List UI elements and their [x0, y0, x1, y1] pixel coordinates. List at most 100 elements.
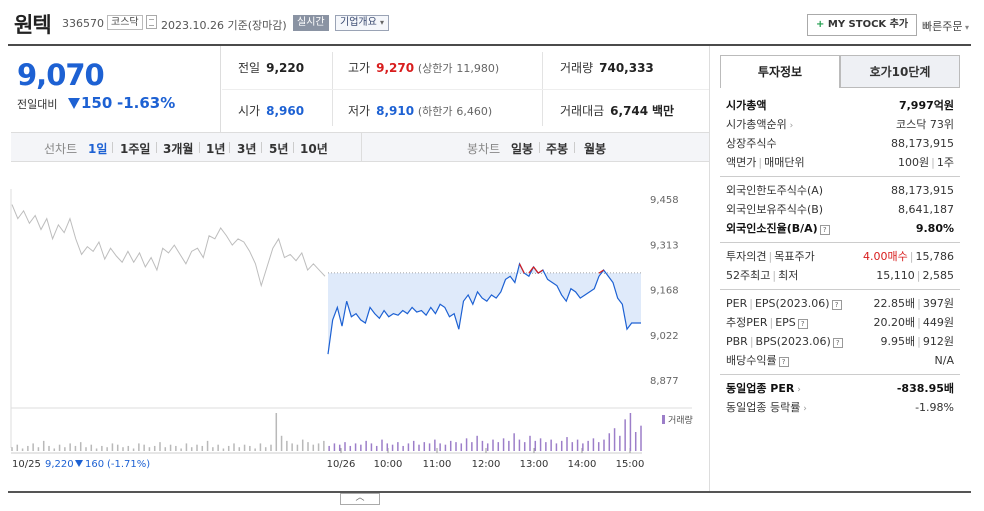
above-ref-segment: [533, 266, 539, 274]
info-value: 15,110 | 2,585: [876, 269, 954, 282]
tab-weekly[interactable]: 주봉: [546, 142, 569, 156]
prev-day-change: 160: [85, 459, 104, 470]
info-row: 외국인한도주식수(A) 88,173,915: [726, 181, 954, 200]
add-mystock-button[interactable]: + MY STOCK 추가: [807, 14, 918, 36]
x-tick-label: 11:00: [423, 459, 452, 470]
above-ref-segment: [519, 263, 525, 274]
info-row[interactable]: 동일업종 등락률 › -1.98%: [726, 398, 954, 417]
info-label: PBR | BPS(2023.06)?: [726, 332, 843, 351]
down-triangle-icon: [75, 460, 83, 467]
stat-value: 8,910: [376, 104, 415, 118]
info-row[interactable]: 동일업종 PER › -838.95배: [726, 379, 954, 398]
info-label: 액면가 | 매매단위: [726, 156, 805, 169]
info-value: 9.80%: [915, 222, 954, 235]
overview-label: 기업개요: [340, 17, 377, 28]
stat-label: 거래량: [560, 61, 594, 75]
chevron-right-icon: ›: [786, 121, 794, 131]
tab-1y[interactable]: 1년: [206, 142, 226, 156]
chevron-up-icon: ︿: [355, 493, 365, 503]
tab-separator: [112, 142, 113, 153]
info-label: 상장주식수: [726, 137, 777, 150]
tab-orderbook-10[interactable]: 호가10단계: [840, 55, 960, 88]
info-value: 88,173,915: [891, 184, 954, 197]
tab-1d[interactable]: 1일: [88, 142, 108, 156]
chart-tabs: 선차트 1일 1주일 3개월 1년 3년 5년 10년 봉차트 일봉 주봉 월봉: [11, 132, 709, 162]
stat-label: 고가: [348, 61, 371, 75]
header-divider: [8, 44, 971, 46]
price-chart-svg[interactable]: 9,458 9,313 9,168 9,022 8,877 10/26 10:00 11:00…: [0, 163, 709, 493]
help-icon[interactable]: ?: [832, 338, 843, 348]
stock-code: 336570: [62, 17, 104, 30]
above-ref-segment: [528, 266, 535, 274]
collapse-toggle[interactable]: ︿: [340, 493, 380, 505]
document-icon[interactable]: [146, 15, 157, 29]
stat-low: 저가 8,910 (하한가 6,460): [348, 102, 492, 119]
tab-separator: [539, 142, 540, 153]
info-row: PER | EPS(2023.06)? 22.85배 | 397원: [726, 294, 954, 313]
lower-limit-label: (하한가: [417, 105, 453, 118]
realtime-button[interactable]: 실시간: [293, 15, 329, 31]
investment-info-panel: 투자정보 호가10단계 시가총액 7,997억원 시가총액순위 › 코스닥 73위 …: [720, 55, 960, 421]
y-tick-label: 9,458: [650, 195, 679, 206]
opinion-group: 투자의견 | 목표주가 4.00매수 | 15,786 52주최고 | 최저 15,110 | 2,…: [720, 243, 960, 290]
help-icon[interactable]: ?: [778, 357, 789, 367]
tab-separator: [261, 142, 262, 153]
stat-value: 9,220: [266, 61, 305, 75]
info-row: 52주최고 | 최저 15,110 | 2,585: [726, 266, 954, 285]
volume-label: 거래량: [668, 414, 693, 426]
tab-1w[interactable]: 1주일: [120, 142, 151, 156]
info-label: 동일업종 등락률 ›: [726, 401, 807, 414]
market-cap-group: 시가총액 7,997억원 시가총액순위 › 코스닥 73위 상장주식수 88,173,…: [720, 88, 960, 177]
info-row: 투자의견 | 목표주가 4.00매수 | 15,786: [726, 247, 954, 266]
info-label: 동일업종 PER ›: [726, 382, 801, 395]
x-tick-label: 13:00: [520, 459, 549, 470]
tab-3m[interactable]: 3개월: [163, 142, 194, 156]
help-icon[interactable]: ?: [797, 319, 808, 329]
info-value: 100원 | 1주: [898, 156, 954, 169]
stat-value: 740,333: [599, 61, 654, 75]
volume-legend-swatch: [662, 415, 665, 424]
tab-separator: [574, 142, 575, 153]
chevron-right-icon: ›: [794, 385, 801, 395]
stat-value: 9,270: [376, 61, 415, 75]
tab-10y[interactable]: 10년: [300, 142, 328, 156]
info-label: 배당수익률?: [726, 351, 789, 370]
tab-daily[interactable]: 일봉: [511, 142, 534, 156]
tabs-divider: [361, 133, 362, 161]
info-row: 배당수익률? N/A: [726, 351, 954, 370]
prev-day-date: 10/25: [12, 459, 41, 470]
help-icon[interactable]: ?: [819, 225, 830, 235]
quick-order-button[interactable]: 빠른주문 ▾: [922, 18, 969, 34]
tab-3y[interactable]: 3년: [237, 142, 257, 156]
company-overview-dropdown[interactable]: 기업개요 ▾: [335, 15, 390, 31]
stat-value: 8,960: [266, 104, 305, 118]
info-value: 4.00매수 | 15,786: [863, 250, 954, 263]
date-text: 2023.10.26 기준(장마감): [161, 19, 287, 32]
info-label: 외국인소진율(B/A)?: [726, 219, 830, 238]
tab-investment-info[interactable]: 투자정보: [720, 55, 840, 88]
price-chart[interactable]: 9,458 9,313 9,168 9,022 8,877 10/26 10:00 11:00…: [0, 163, 709, 493]
info-value: 8,641,187: [898, 203, 954, 216]
info-value: 7,997억원: [898, 99, 954, 112]
today-area-fill: [328, 263, 641, 355]
tab-5y[interactable]: 5년: [269, 142, 289, 156]
price-summary: 9,070 전일대비 150 -1.63%: [11, 46, 221, 132]
x-tick-label: 15:00: [616, 459, 645, 470]
info-label: 투자의견 | 목표주가: [726, 250, 815, 263]
stat-amount: 거래대금 6,744 백만: [560, 102, 674, 119]
bottom-divider: [8, 491, 971, 493]
above-ref-segment: [537, 269, 544, 274]
info-row[interactable]: 시가총액순위 › 코스닥 73위: [726, 115, 954, 134]
lower-limit-value: 6,460): [456, 105, 493, 118]
help-icon[interactable]: ?: [831, 300, 842, 310]
prev-day-close: 9,220: [45, 459, 74, 470]
today-price-line: [327, 262, 641, 355]
candle-chart-label: 봉차트: [467, 142, 501, 156]
x-tick-label: 12:00: [472, 459, 501, 470]
x-tick-label: 14:00: [568, 459, 597, 470]
stock-name: 원텍: [14, 13, 52, 37]
info-row: 외국인소진율(B/A)? 9.80%: [726, 219, 954, 238]
tab-monthly[interactable]: 월봉: [584, 142, 607, 156]
y-tick-label: 9,168: [650, 286, 679, 297]
info-value: -1.98%: [915, 401, 954, 414]
